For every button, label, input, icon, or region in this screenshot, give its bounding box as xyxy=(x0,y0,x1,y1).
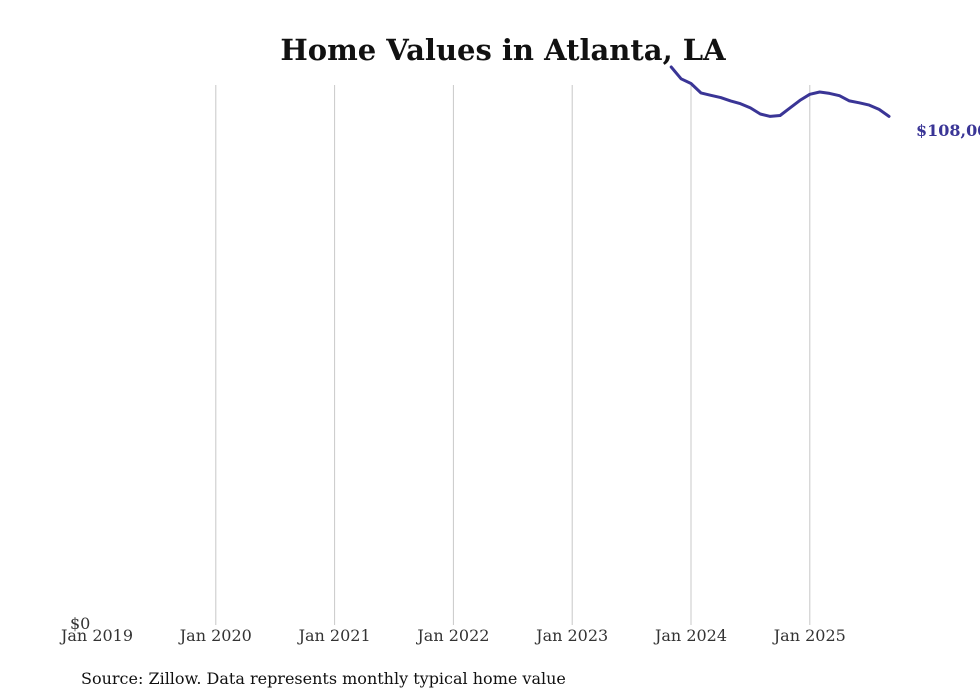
x-tick-label: Jan 2020 xyxy=(178,626,252,645)
x-tick-label: Jan 2025 xyxy=(772,626,846,645)
series-line-home-value xyxy=(669,65,891,118)
x-tick-label: Jan 2019 xyxy=(59,626,133,645)
y-tick-label-zero: $0 xyxy=(70,614,90,633)
x-tick-label: Jan 2024 xyxy=(653,626,727,645)
chart-title: Home Values in Atlanta, LA xyxy=(280,33,726,67)
end-value-label: $108,000 xyxy=(916,121,980,140)
grid-lines xyxy=(215,85,811,625)
source-note: Source: Zillow. Data represents monthly … xyxy=(81,669,566,688)
x-tick-label: Jan 2023 xyxy=(534,626,608,645)
x-axis-ticks: Jan 2019 Jan 2020 Jan 2021 Jan 2022 Jan 2023… xyxy=(59,626,846,645)
x-tick-label: Jan 2022 xyxy=(415,626,489,645)
x-tick-label: Jan 2021 xyxy=(297,626,371,645)
